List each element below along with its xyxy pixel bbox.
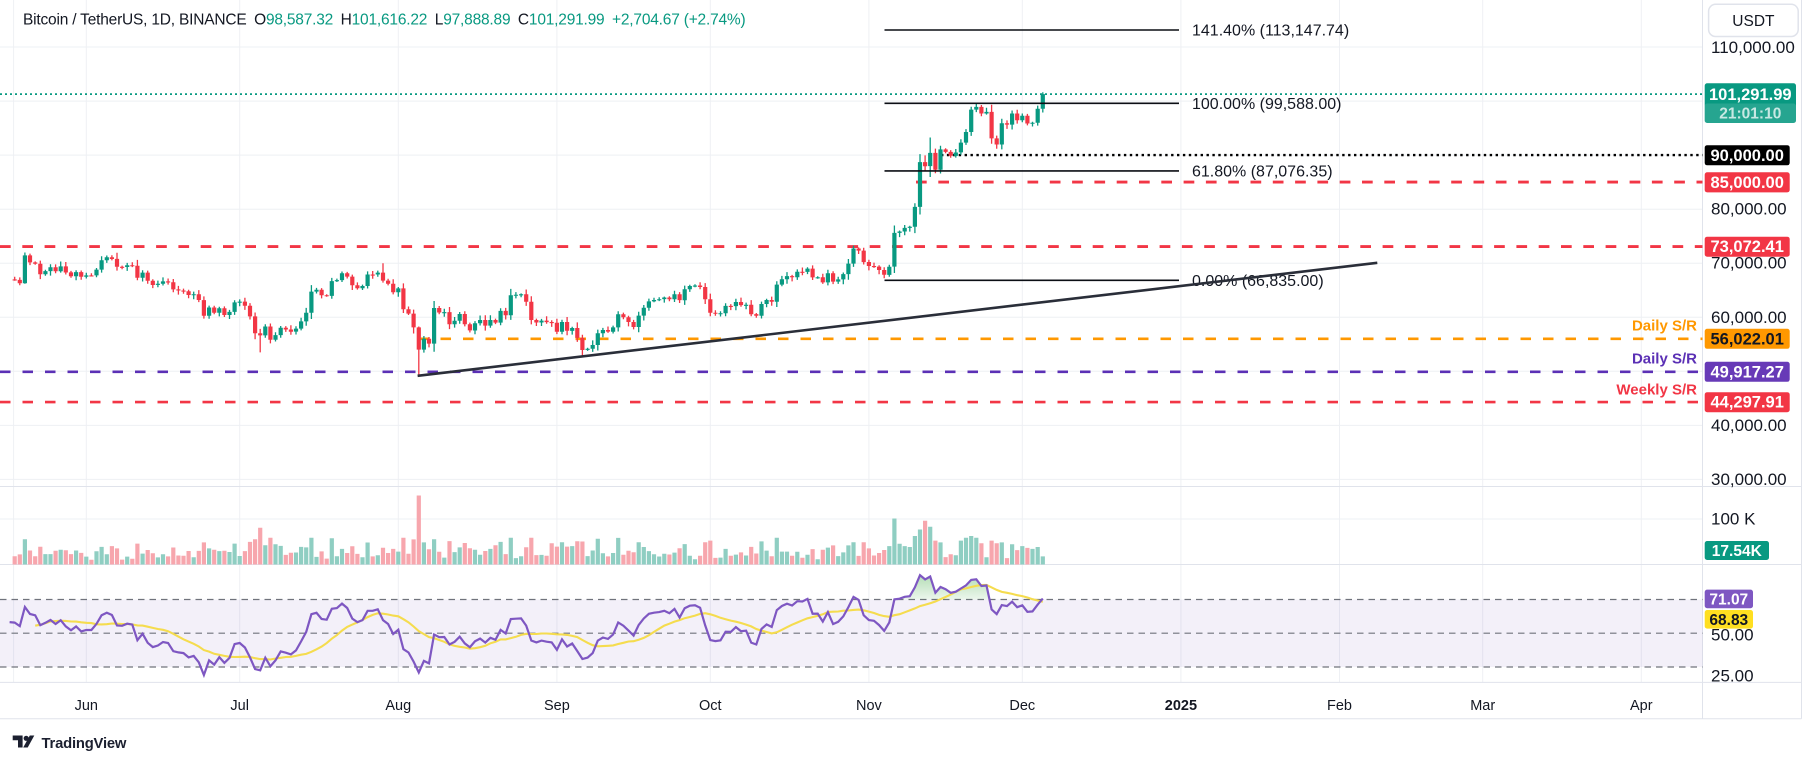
svg-text:100 K: 100 K (1711, 510, 1756, 529)
svg-text:Dec: Dec (1009, 698, 1035, 714)
svg-text:Jun: Jun (75, 698, 98, 714)
svg-text:Weekly S/R: Weekly S/R (1616, 382, 1697, 399)
svg-text:USDT: USDT (1732, 13, 1775, 30)
svg-text:44,297.91: 44,297.91 (1710, 394, 1783, 412)
svg-text:110,000.00: 110,000.00 (1711, 38, 1795, 57)
svg-text:21:01:10: 21:01:10 (1719, 106, 1781, 123)
svg-text:61.80% (87,076.35): 61.80% (87,076.35) (1192, 163, 1333, 180)
svg-text:Apr: Apr (1630, 698, 1653, 714)
svg-text:100.00% (99,588.00): 100.00% (99,588.00) (1192, 96, 1341, 113)
svg-text:0.00% (66,835.00): 0.00% (66,835.00) (1192, 273, 1324, 290)
svg-text:68.83: 68.83 (1709, 612, 1748, 629)
svg-text:2025: 2025 (1165, 698, 1197, 714)
svg-text:TradingView: TradingView (42, 736, 127, 752)
svg-text:56,022.01: 56,022.01 (1710, 330, 1783, 348)
svg-text:40,000.00: 40,000.00 (1711, 416, 1787, 435)
svg-text:70,000.00: 70,000.00 (1711, 254, 1787, 273)
svg-text:Nov: Nov (856, 698, 883, 714)
svg-text:Mar: Mar (1470, 698, 1495, 714)
svg-text:50.00: 50.00 (1711, 625, 1754, 644)
svg-text:85,000.00: 85,000.00 (1710, 174, 1783, 192)
svg-text:Aug: Aug (385, 698, 411, 714)
svg-text:Oct: Oct (699, 698, 722, 714)
svg-text:80,000.00: 80,000.00 (1711, 200, 1787, 219)
svg-text:Jul: Jul (230, 698, 249, 714)
svg-text:90,000.00: 90,000.00 (1710, 147, 1783, 165)
svg-text:141.40% (113,147.74): 141.40% (113,147.74) (1192, 23, 1349, 40)
svg-text:101,291.99: 101,291.99 (1709, 86, 1792, 104)
svg-text:Bitcoin / TetherUS, 1D, BINANC: Bitcoin / TetherUS, 1D, BINANCE O98,587.… (23, 12, 745, 29)
svg-text:Sep: Sep (544, 698, 570, 714)
svg-text:Daily S/R: Daily S/R (1632, 318, 1697, 335)
svg-text:71.07: 71.07 (1709, 591, 1748, 608)
svg-text:73,072.41: 73,072.41 (1710, 238, 1783, 256)
svg-text:49,917.27: 49,917.27 (1710, 363, 1783, 381)
svg-text:25.00: 25.00 (1711, 667, 1754, 686)
svg-text:17.54K: 17.54K (1712, 543, 1763, 560)
svg-text:Daily S/R: Daily S/R (1632, 351, 1697, 368)
svg-text:60,000.00: 60,000.00 (1711, 308, 1787, 327)
svg-text:Feb: Feb (1327, 698, 1352, 714)
svg-text:30,000.00: 30,000.00 (1711, 470, 1787, 489)
